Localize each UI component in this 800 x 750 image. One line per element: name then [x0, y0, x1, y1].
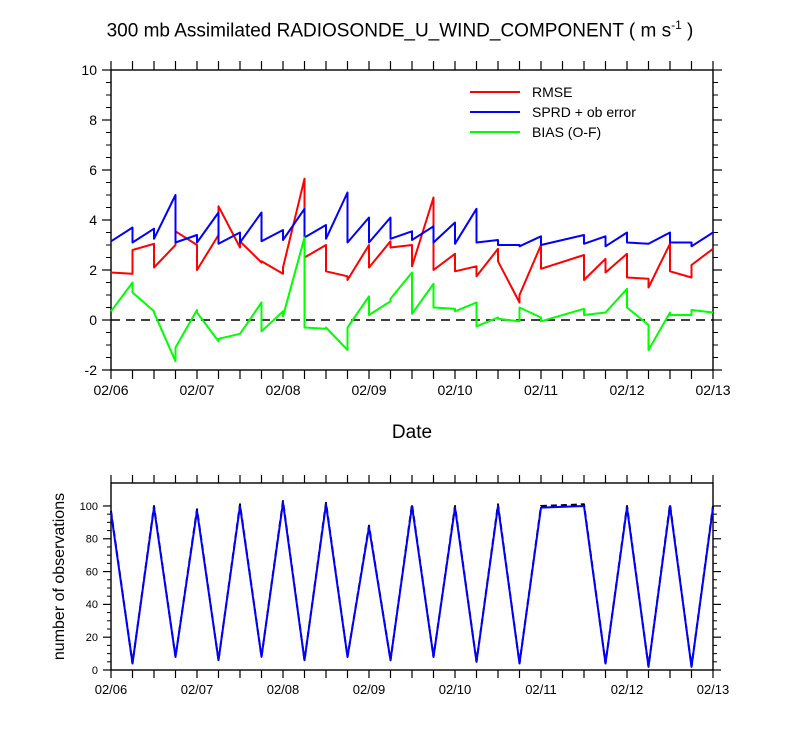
bottom-y-tick-label: 40: [86, 599, 98, 611]
legend-label: SPRD + ob error: [532, 104, 636, 120]
top-y-tick-label: 0: [89, 312, 97, 328]
bottom-series-assimilated: [110, 501, 714, 668]
bottom-x-tick-label: 02/10: [439, 682, 472, 697]
top-y-tick-label: 8: [89, 112, 97, 128]
top-y-tick-label: 10: [81, 62, 97, 78]
legend-label: RMSE: [532, 84, 572, 100]
bottom-x-tick-label: 02/06: [95, 682, 128, 697]
top-y-tick-label: 4: [89, 212, 97, 228]
bottom-y-tick-label: 20: [86, 632, 98, 644]
bottom-y-tick-label: 0: [92, 665, 98, 677]
bottom-series-possible: [110, 500, 714, 668]
top-series-sprd-ob-error: [110, 191, 714, 248]
top-x-tick-label: 02/08: [265, 382, 300, 398]
title-main: 300 mb Assimilated RADIOSONDE_U_WIND_COM…: [106, 20, 624, 42]
title-units-prefix: ( m s: [628, 20, 672, 42]
bottom-x-tick-label: 02/08: [267, 682, 300, 697]
bottom-y-tick-label: 60: [86, 566, 98, 578]
bottom-x-tick-label: 02/07: [181, 682, 214, 697]
bottom-panel: 02/06 02/07 02/08 02/09 02/10 02/11 02/12 02/13…: [51, 475, 729, 697]
bottom-x-tick-label: 02/13: [697, 682, 730, 697]
top-x-tick-label: 02/11: [524, 382, 558, 398]
top-x-tick-label: 02/12: [609, 382, 644, 398]
top-x-tick-label: 02/13: [695, 382, 730, 398]
bottom-y-axis-label: number of observations: [51, 493, 68, 660]
bottom-x-tick-label: 02/12: [611, 682, 644, 697]
top-x-tick-label: 02/06: [93, 382, 128, 398]
top-x-tick-label: 02/10: [437, 382, 472, 398]
top-series-rmse: [110, 177, 714, 304]
top-x-tick-label: 02/09: [351, 382, 386, 398]
top-x-tick-label: 02/07: [179, 382, 214, 398]
title-units-exponent: -1: [671, 18, 682, 32]
bottom-y-tick-label: 80: [86, 534, 98, 546]
chart-title: 300 mb Assimilated RADIOSONDE_U_WIND_COM…: [0, 18, 800, 42]
top-series-bias-o-f: [110, 236, 714, 363]
bottom-x-tick-label: 02/11: [525, 682, 557, 697]
bottom-x-tick-label: 02/09: [353, 682, 386, 697]
top-panel: 02/06 02/07 02/08 02/09 02/10 02/11 02/12 02/13…: [81, 61, 731, 443]
top-y-tick-label: -2: [85, 362, 98, 378]
legend-label: BIAS (O-F): [532, 124, 601, 140]
bottom-y-tick-label: 100: [80, 501, 98, 513]
title-units-suffix: ): [681, 20, 694, 42]
top-x-axis-label: Date: [392, 422, 432, 443]
top-y-tick-label: 6: [89, 162, 97, 178]
top-y-tick-label: 2: [89, 262, 97, 278]
